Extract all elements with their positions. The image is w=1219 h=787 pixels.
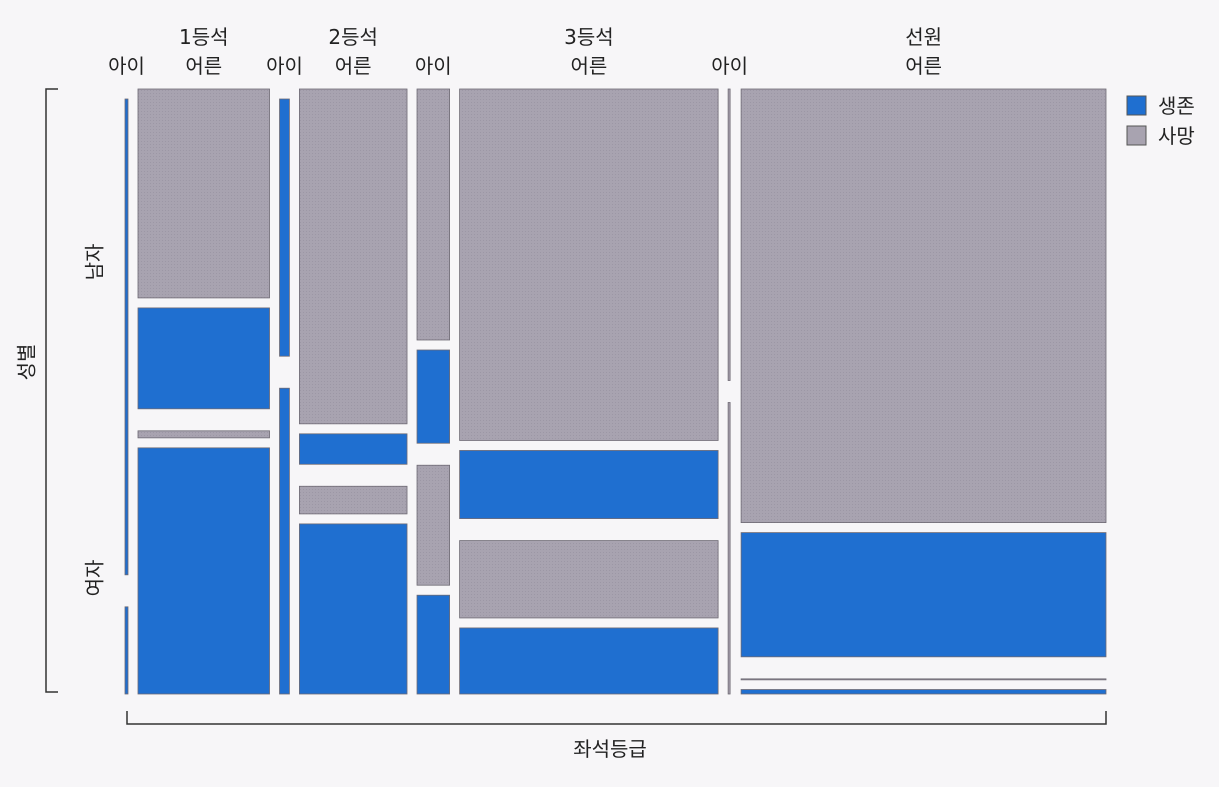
column-label-0-0: 아이 [108, 54, 145, 78]
tile-1-male-survived [137, 307, 270, 410]
legend-swatch-died [1126, 125, 1147, 146]
tile-3-female-survived [299, 523, 408, 695]
column-label-5-1: 어른 [570, 54, 607, 78]
tile-4-female-died [416, 464, 450, 586]
column-label-2-0: 아이 [266, 54, 303, 78]
tile-0-female-survived [124, 606, 129, 695]
tile-1-female-died [137, 430, 270, 439]
tile-2-male-survived [279, 98, 290, 357]
row-label-male: 남자 [83, 244, 107, 281]
x-axis-bracket [126, 711, 1107, 725]
tile-6-female-empty [727, 402, 731, 695]
tile-4-male-died [416, 88, 450, 341]
legend-swatch-survived [1126, 95, 1147, 116]
tile-7-female-died [740, 678, 1107, 681]
x-axis-title: 좌석등급 [573, 737, 647, 761]
tile-5-female-survived [459, 627, 719, 695]
tile-5-male-survived [459, 450, 719, 519]
tile-3-male-died [299, 88, 408, 425]
column-label-7-1: 어른 [905, 54, 942, 78]
column-label-4-0: 아이 [415, 54, 452, 78]
tile-3-female-died [299, 485, 408, 515]
tile-7-male-survived [740, 532, 1107, 658]
tile-3-male-survived [299, 433, 408, 465]
y-axis-bracket [45, 88, 58, 693]
y-axis-title: 성별 [15, 344, 39, 381]
column-label-3-1: 어른 [335, 54, 372, 78]
column-label-6-0: 아이 [711, 54, 748, 78]
column-label-5-0: 3등석 [564, 25, 614, 49]
column-label-1-1: 어른 [185, 54, 222, 78]
tile-1-female-survived [137, 447, 270, 695]
column-label-3-0: 2등석 [328, 25, 378, 49]
column-label-1-0: 1등석 [179, 25, 229, 49]
tile-0-male-survived [124, 98, 129, 576]
legend-label-died: 사망 [1158, 124, 1195, 148]
column-label-7-0: 선원 [905, 25, 942, 49]
tile-6-male-empty [727, 88, 731, 381]
mosaic-tiles [124, 88, 1107, 695]
tile-4-female-survived [416, 594, 450, 695]
tile-2-female-survived [279, 387, 290, 695]
legend-label-survived: 생존 [1158, 94, 1195, 118]
legend: 생존 사망 [1126, 94, 1195, 148]
tile-4-male-survived [416, 349, 450, 444]
tile-7-female-survived [740, 689, 1107, 695]
tile-5-female-died [459, 540, 719, 619]
row-label-female: 여자 [83, 560, 107, 597]
tile-7-male-died [740, 88, 1107, 523]
tile-5-male-died [459, 88, 719, 441]
tile-1-male-died [137, 88, 270, 299]
